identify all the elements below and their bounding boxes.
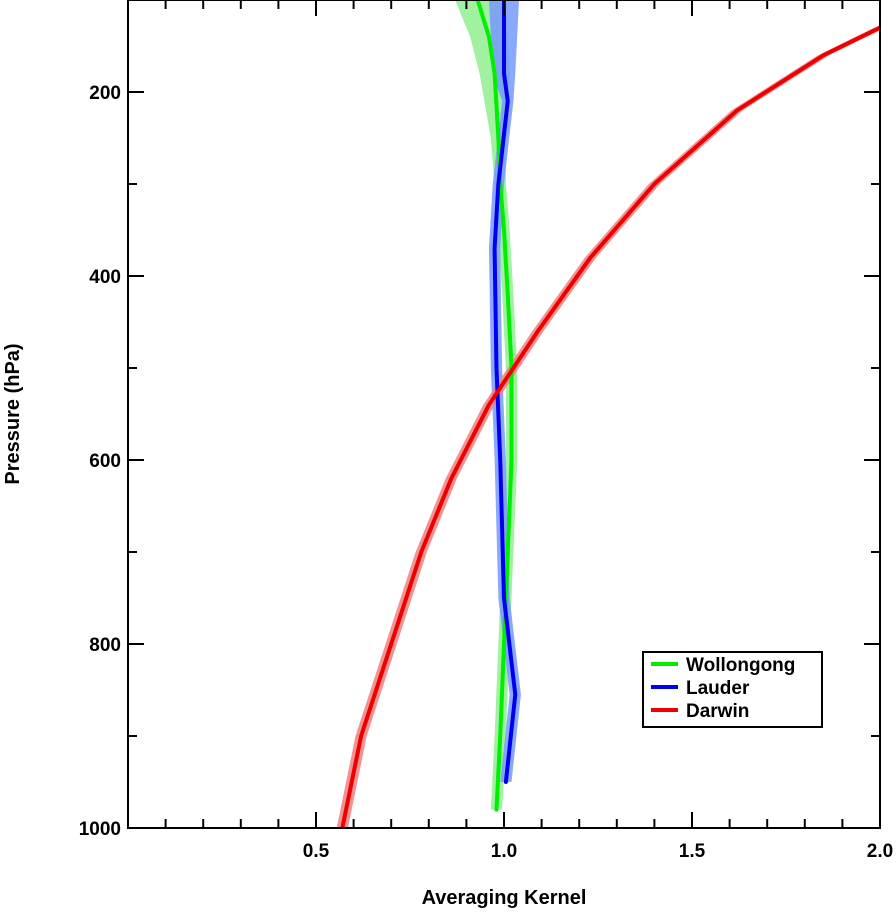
series-line-lauder — [492, 0, 518, 784]
series-line-wollongong — [475, 0, 514, 812]
y-tick-label: 800 — [89, 635, 121, 656]
x-tick-label: 2.0 — [867, 841, 893, 862]
x-axis-title: Averaging Kernel — [422, 887, 587, 909]
y-axis-title: Pressure (hPa) — [2, 343, 24, 484]
y-tick-label: 600 — [89, 451, 121, 472]
y-tick-label: 200 — [89, 83, 121, 104]
x-tick-label: 1.0 — [491, 841, 517, 862]
legend-label-wollongong: Wollongong — [686, 655, 795, 676]
series-line-darwin — [340, 25, 880, 828]
legend-label-lauder: Lauder — [686, 678, 750, 699]
y-tick-label: 1000 — [79, 819, 121, 840]
x-tick-label: 1.5 — [679, 841, 706, 862]
x-tick-label: 0.5 — [303, 841, 330, 862]
y-tick-label: 400 — [89, 267, 121, 288]
plot-area-frame — [127, 0, 881, 829]
legend-label-darwin: Darwin — [686, 701, 749, 722]
